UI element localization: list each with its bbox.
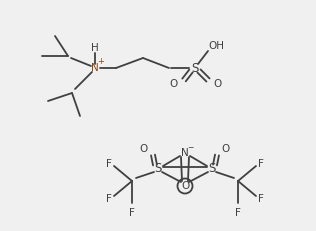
Text: S: S <box>191 61 199 75</box>
Text: N: N <box>181 148 189 158</box>
Text: F: F <box>129 208 135 218</box>
Text: S: S <box>208 162 216 176</box>
Text: O: O <box>140 144 148 154</box>
Text: F: F <box>106 194 112 204</box>
Text: +: + <box>98 58 104 67</box>
Text: S: S <box>154 162 162 176</box>
Text: O: O <box>181 181 189 191</box>
Text: O: O <box>170 79 178 89</box>
Text: O: O <box>214 79 222 89</box>
Text: F: F <box>235 208 241 218</box>
Text: H: H <box>91 43 99 53</box>
Text: OH: OH <box>208 41 224 51</box>
Text: F: F <box>106 159 112 169</box>
Text: N: N <box>91 63 99 73</box>
Text: F: F <box>258 159 264 169</box>
Text: F: F <box>258 194 264 204</box>
Text: O: O <box>222 144 230 154</box>
Text: −: − <box>187 143 193 152</box>
